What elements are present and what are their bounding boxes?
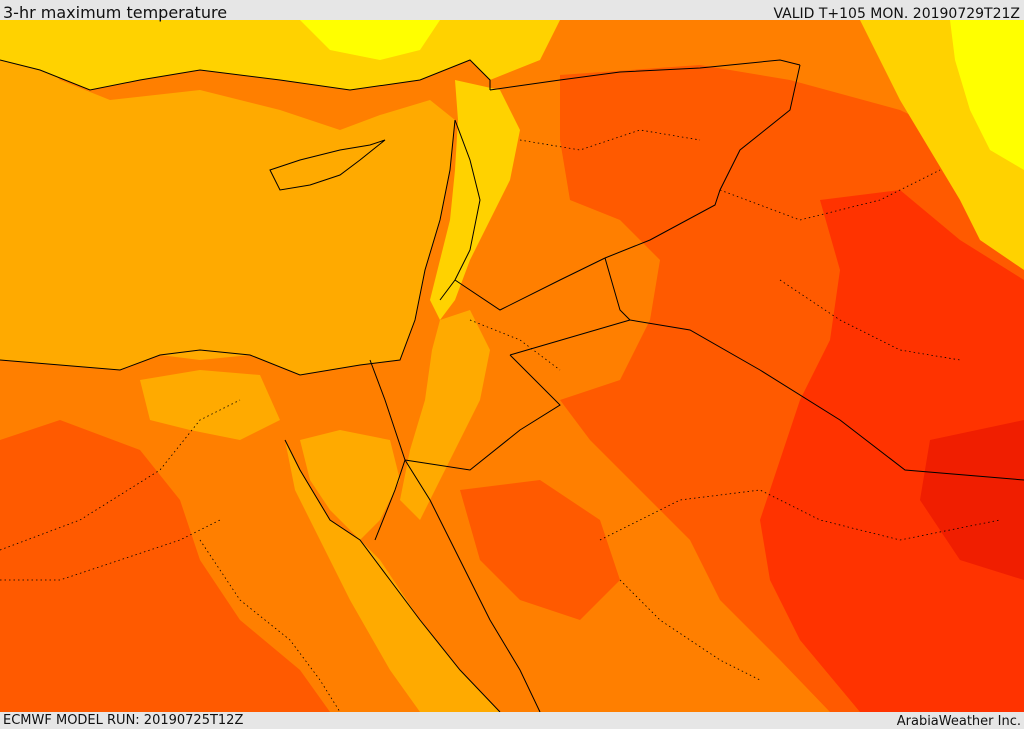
levant-cool-strip xyxy=(430,80,520,320)
header-bar xyxy=(0,0,1024,20)
turkey-coastline xyxy=(0,59,491,91)
map-canvas xyxy=(0,20,1024,712)
admin-line-saudi-2 xyxy=(619,579,761,681)
admin-line-iraq-2 xyxy=(779,279,961,361)
admin-line-egypt-3 xyxy=(199,539,341,712)
red-sea-coast-east xyxy=(404,459,541,712)
cooler-zone-north xyxy=(300,20,440,60)
sinai-warm xyxy=(300,430,400,540)
israel-egypt-border xyxy=(369,359,406,541)
red-sea xyxy=(285,440,500,712)
jordan-saudi-border xyxy=(404,354,561,471)
political-borders xyxy=(0,59,1024,712)
credit-label: ArabiaWeather Inc. xyxy=(896,714,1021,729)
valid-time: VALID T+105 MON. 20190729T21Z xyxy=(773,6,1020,22)
mediterranean-sea xyxy=(0,30,455,375)
hot-zone-southwest xyxy=(0,420,330,712)
red-sea-coast-west xyxy=(284,439,501,712)
syria-jordan-border xyxy=(454,257,606,311)
temperature-map[interactable] xyxy=(0,20,1024,712)
cooler-zone-northeast xyxy=(950,20,1024,170)
extreme-zone-east xyxy=(760,190,1024,712)
hot-zone-south-central xyxy=(460,480,620,620)
lebanon-syria-border xyxy=(439,119,481,301)
model-run-label: ECMWF MODEL RUN: 20190725T12Z xyxy=(3,713,244,728)
admin-line-syria-1 xyxy=(519,129,701,151)
cyprus-outline xyxy=(269,139,386,191)
extreme-zone-far-east xyxy=(920,420,1024,580)
map-title: 3-hr maximum temperature xyxy=(3,3,228,22)
admin-line-iraq-1 xyxy=(719,169,941,221)
syria-turkey-border xyxy=(489,59,801,91)
iraq-saudi-border xyxy=(629,319,1024,481)
admin-line-saudi-1 xyxy=(599,489,1001,541)
jordan-highland-cool xyxy=(400,310,490,520)
footer-bar xyxy=(0,712,1024,729)
admin-boundaries xyxy=(0,129,1001,712)
jordan-iraq-border xyxy=(509,257,631,356)
mediterranean-coastline xyxy=(0,119,456,376)
nile-delta-warm xyxy=(140,370,280,440)
